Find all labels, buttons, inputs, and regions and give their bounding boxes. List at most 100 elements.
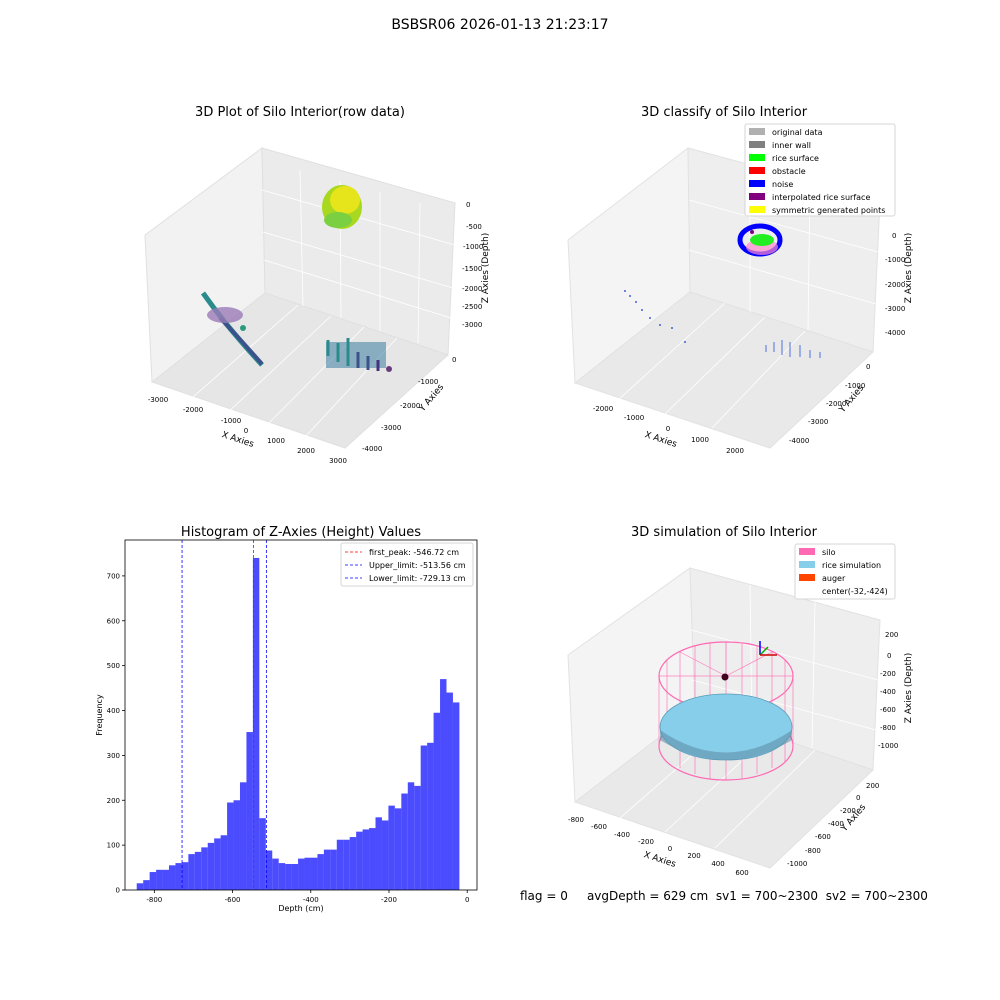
histogram-y-tick-label: 300 [107,752,120,760]
classify-floor-pane [573,291,874,449]
svg-text:200: 200 [687,852,700,860]
raw-y-ticks: 0 -1000 -2000 -3000 -4000 [362,356,456,453]
svg-text:-1000: -1000 [787,860,807,868]
histogram-bar [452,702,460,890]
svg-text:-500: -500 [466,223,482,231]
sv2-text: sv2 = 700~2300 [825,889,928,903]
svg-text:-2000: -2000 [593,405,613,413]
classify-legend-label: obstacle [772,167,806,176]
simulation-legend-label: auger [822,574,846,583]
histogram-y-label: Frequency [95,694,104,736]
histogram-bar [407,782,415,890]
histogram-frame [124,539,478,891]
histogram-bar [304,857,311,890]
histogram-bar [381,820,389,890]
simulation-x-label: X Axies [642,850,677,870]
svg-text:2000: 2000 [297,447,315,455]
svg-text:600: 600 [735,869,748,877]
svg-text:0: 0 [892,232,896,240]
raw-z-label: Z Axies (Depth) [481,233,491,304]
histogram-y-tick-label: 100 [107,842,120,850]
figure-title: BSBSR06 2026-01-13 21:23:17 [391,17,609,33]
histogram-bar [375,817,382,890]
histogram-bar [227,802,234,890]
raw-y-label: Y Axies [417,382,446,414]
svg-text:0: 0 [452,356,456,364]
histogram-bar [433,712,441,890]
histogram-bar [420,745,428,890]
svg-text:-3000: -3000 [148,396,168,404]
histogram-bar [233,800,240,890]
raw-x-label: X Axies [220,430,255,450]
histogram-bar [317,854,324,890]
histogram-bar [369,828,376,890]
svg-text:-1000: -1000 [463,243,483,251]
svg-text:0: 0 [866,363,870,371]
svg-text:-800: -800 [568,816,584,824]
histogram-legend-label: Upper_limit: -513.56 cm [369,561,466,570]
svg-text:-2000: -2000 [183,406,203,414]
svg-text:-600: -600 [815,833,831,841]
svg-text:1000: 1000 [691,436,709,444]
svg-text:200: 200 [866,782,879,790]
histogram-bar [214,838,221,890]
histogram-bar [285,863,292,890]
orientation-arrows [759,641,777,656]
histogram-bar [194,851,202,890]
histogram-bar [136,883,144,890]
status-line: flag = 0 avgDepth = 629 cm sv1 = 700~230… [520,889,928,903]
classify-legend-label: rice surface [772,154,819,163]
histogram-bar [246,732,253,890]
svg-text:0: 0 [666,425,670,433]
simulation-legend-label: rice simulation [822,561,881,570]
svg-text:-200: -200 [638,838,654,846]
classify-legend-swatch [749,193,765,200]
avg-depth-text: avgDepth = 629 cm [586,889,709,903]
svg-text:0: 0 [887,652,891,660]
histogram-bar [181,862,189,890]
simulation-x-ticks: -800 -600 -400 -200 0 200 400 600 [568,816,749,877]
svg-text:-1000: -1000 [418,378,438,386]
histogram-bar [440,679,447,890]
simulation-legend-label: silo [822,548,836,557]
histogram-bar [156,869,163,890]
classify-x-ticks: -2000 -1000 0 1000 2000 [593,405,744,455]
classify-legend-swatch [749,206,765,213]
classify-legend-label: inner wall [772,141,811,150]
classify-legend-label: original data [772,128,823,137]
classify-noise-right [765,340,821,358]
svg-text:3000: 3000 [329,457,347,465]
histogram-bar [278,863,286,890]
histogram-bar [162,869,169,890]
histogram-x-tick-label: 0 [465,896,469,904]
rice-simulation-surface [659,693,793,761]
simulation-3d-panel: 3D simulation of Silo Interior [567,525,914,877]
histogram-bar [175,863,182,890]
histogram-bar [446,692,453,890]
histogram-bar [143,880,150,890]
svg-text:-3000: -3000 [462,321,482,329]
classify-top-cluster [737,223,783,257]
classify-x-label: X Axies [643,430,678,450]
svg-text:-1500: -1500 [462,265,482,273]
svg-text:0: 0 [244,427,248,435]
histogram-bar [414,785,421,890]
svg-text:-3000: -3000 [381,424,401,432]
histogram-bar [356,831,363,890]
sv1-text: sv1 = 700~2300 [715,889,819,903]
classify-legend: original data inner wall rice surface obsta… [744,123,896,217]
histogram-bar [201,847,208,890]
histogram-bar [336,839,344,890]
svg-text:-600: -600 [591,823,607,831]
svg-text:2000: 2000 [726,447,744,455]
svg-text:200: 200 [885,631,898,639]
svg-text:-1000: -1000 [885,256,905,264]
svg-text:-400: -400 [828,820,844,828]
raw-left-cluster [200,291,264,367]
raw-3d-panel: 3D Plot of Silo Interior(row data) [144,105,491,465]
svg-text:-400: -400 [880,688,896,696]
simulation-floor-pane [573,709,874,869]
histogram-legend-label: first_peak: -546.72 cm [369,548,459,557]
histogram-x-tick-label: -400 [303,896,319,904]
histogram-bar [349,837,357,890]
